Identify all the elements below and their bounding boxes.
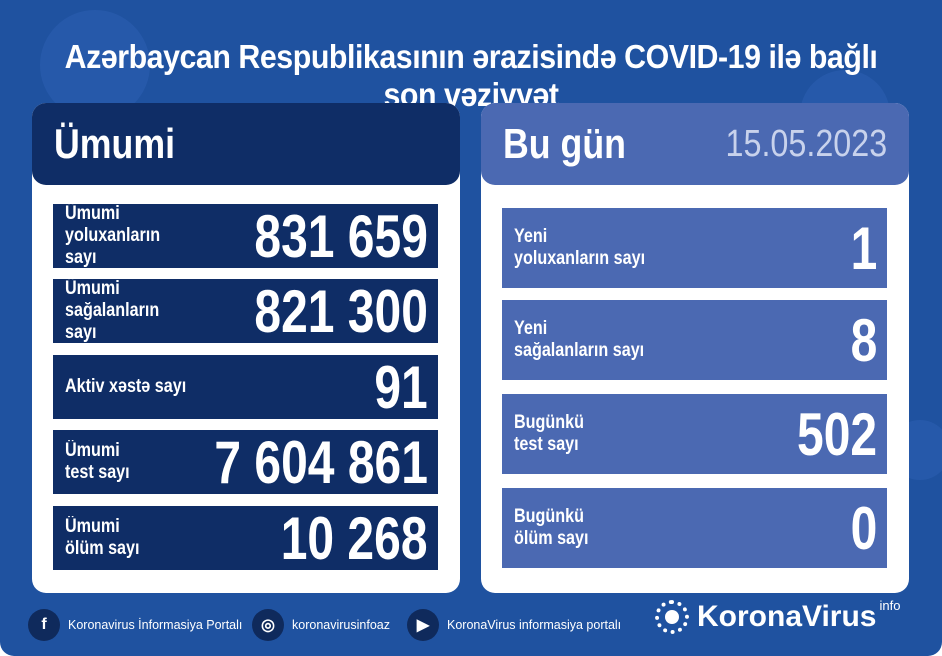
youtube-icon: ▶	[407, 609, 439, 641]
stat-row: Aktiv xəstə sayı 91	[53, 353, 438, 421]
today-header: Bu gün 15.05.2023	[481, 103, 909, 185]
logo-text: KoronaVirus	[697, 600, 877, 633]
stat-row: Ümumi ölüm sayı 10 268	[53, 504, 438, 572]
stat-label: Ümumi yoluxanların sayı	[65, 203, 161, 268]
stat-row: Ümumi yoluxanların sayı 831 659	[53, 202, 438, 270]
instagram-label: koronavirusinfoaz	[292, 618, 390, 632]
stat-value: 7 604 861	[214, 428, 428, 496]
stat-label: Bugünkü ölüm sayı	[514, 506, 589, 549]
facebook-link[interactable]: f Koronavirus İnformasiya Portalı	[28, 609, 242, 641]
stat-label: Ümumi sağalanların sayı	[65, 278, 160, 343]
stat-value: 91	[374, 353, 428, 421]
stat-value: 821 300	[254, 277, 428, 345]
footer: f Koronavirus İnformasiya Portalı ◎ korona…	[0, 605, 942, 645]
stat-label: Aktiv xəstə sayı	[65, 376, 187, 397]
stat-row: Ümumi test sayı 7 604 861	[53, 428, 438, 496]
stat-row: Ümumi sağalanların sayı 821 300	[53, 277, 438, 345]
total-header: Ümumi	[32, 103, 460, 185]
today-heading: Bu gün	[503, 120, 626, 167]
stat-value: 1	[850, 214, 877, 282]
sun-icon	[655, 600, 689, 634]
stat-row: Yeni yoluxanların sayı 1	[502, 208, 887, 288]
stat-label: Yeni yoluxanların sayı	[514, 226, 646, 269]
instagram-icon: ◎	[252, 609, 284, 641]
stat-label: Ümumi test sayı	[65, 440, 130, 483]
instagram-link[interactable]: ◎ koronavirusinfoaz	[252, 609, 390, 641]
stat-value: 10 268	[281, 504, 428, 572]
koronavirus-logo: KoronaVirus info	[655, 597, 901, 634]
stat-label: Bugünkü test sayı	[514, 412, 584, 455]
facebook-icon: f	[28, 609, 60, 641]
stat-value: 8	[850, 306, 877, 374]
stat-label: Yeni sağalanların sayı	[514, 318, 645, 361]
virus-decoration-icon	[40, 10, 150, 120]
youtube-label: KoronaVirus informasiya portalı	[447, 618, 622, 632]
logo-sup: info	[879, 597, 901, 613]
stat-value: 502	[796, 400, 877, 468]
stat-row: Bugünkü ölüm sayı 0	[502, 488, 887, 568]
date: 15.05.2023	[725, 122, 887, 165]
today-panel: Bu gün 15.05.2023 Yeni yoluxanların sayı 1…	[481, 103, 909, 593]
stat-label: Ümumi ölüm sayı	[65, 516, 140, 559]
stat-row: Yeni sağalanların sayı 8	[502, 300, 887, 380]
facebook-label: Koronavirus İnformasiya Portalı	[68, 618, 243, 632]
total-panel: Ümumi Ümumi yoluxanların sayı 831 659 Ümumi…	[32, 103, 460, 593]
stat-row: Bugünkü test sayı 502	[502, 394, 887, 474]
stat-value: 831 659	[254, 202, 428, 270]
youtube-link[interactable]: ▶ KoronaVirus informasiya portalı	[407, 609, 621, 641]
total-heading: Ümumi	[54, 120, 176, 167]
stat-value: 0	[850, 494, 877, 562]
